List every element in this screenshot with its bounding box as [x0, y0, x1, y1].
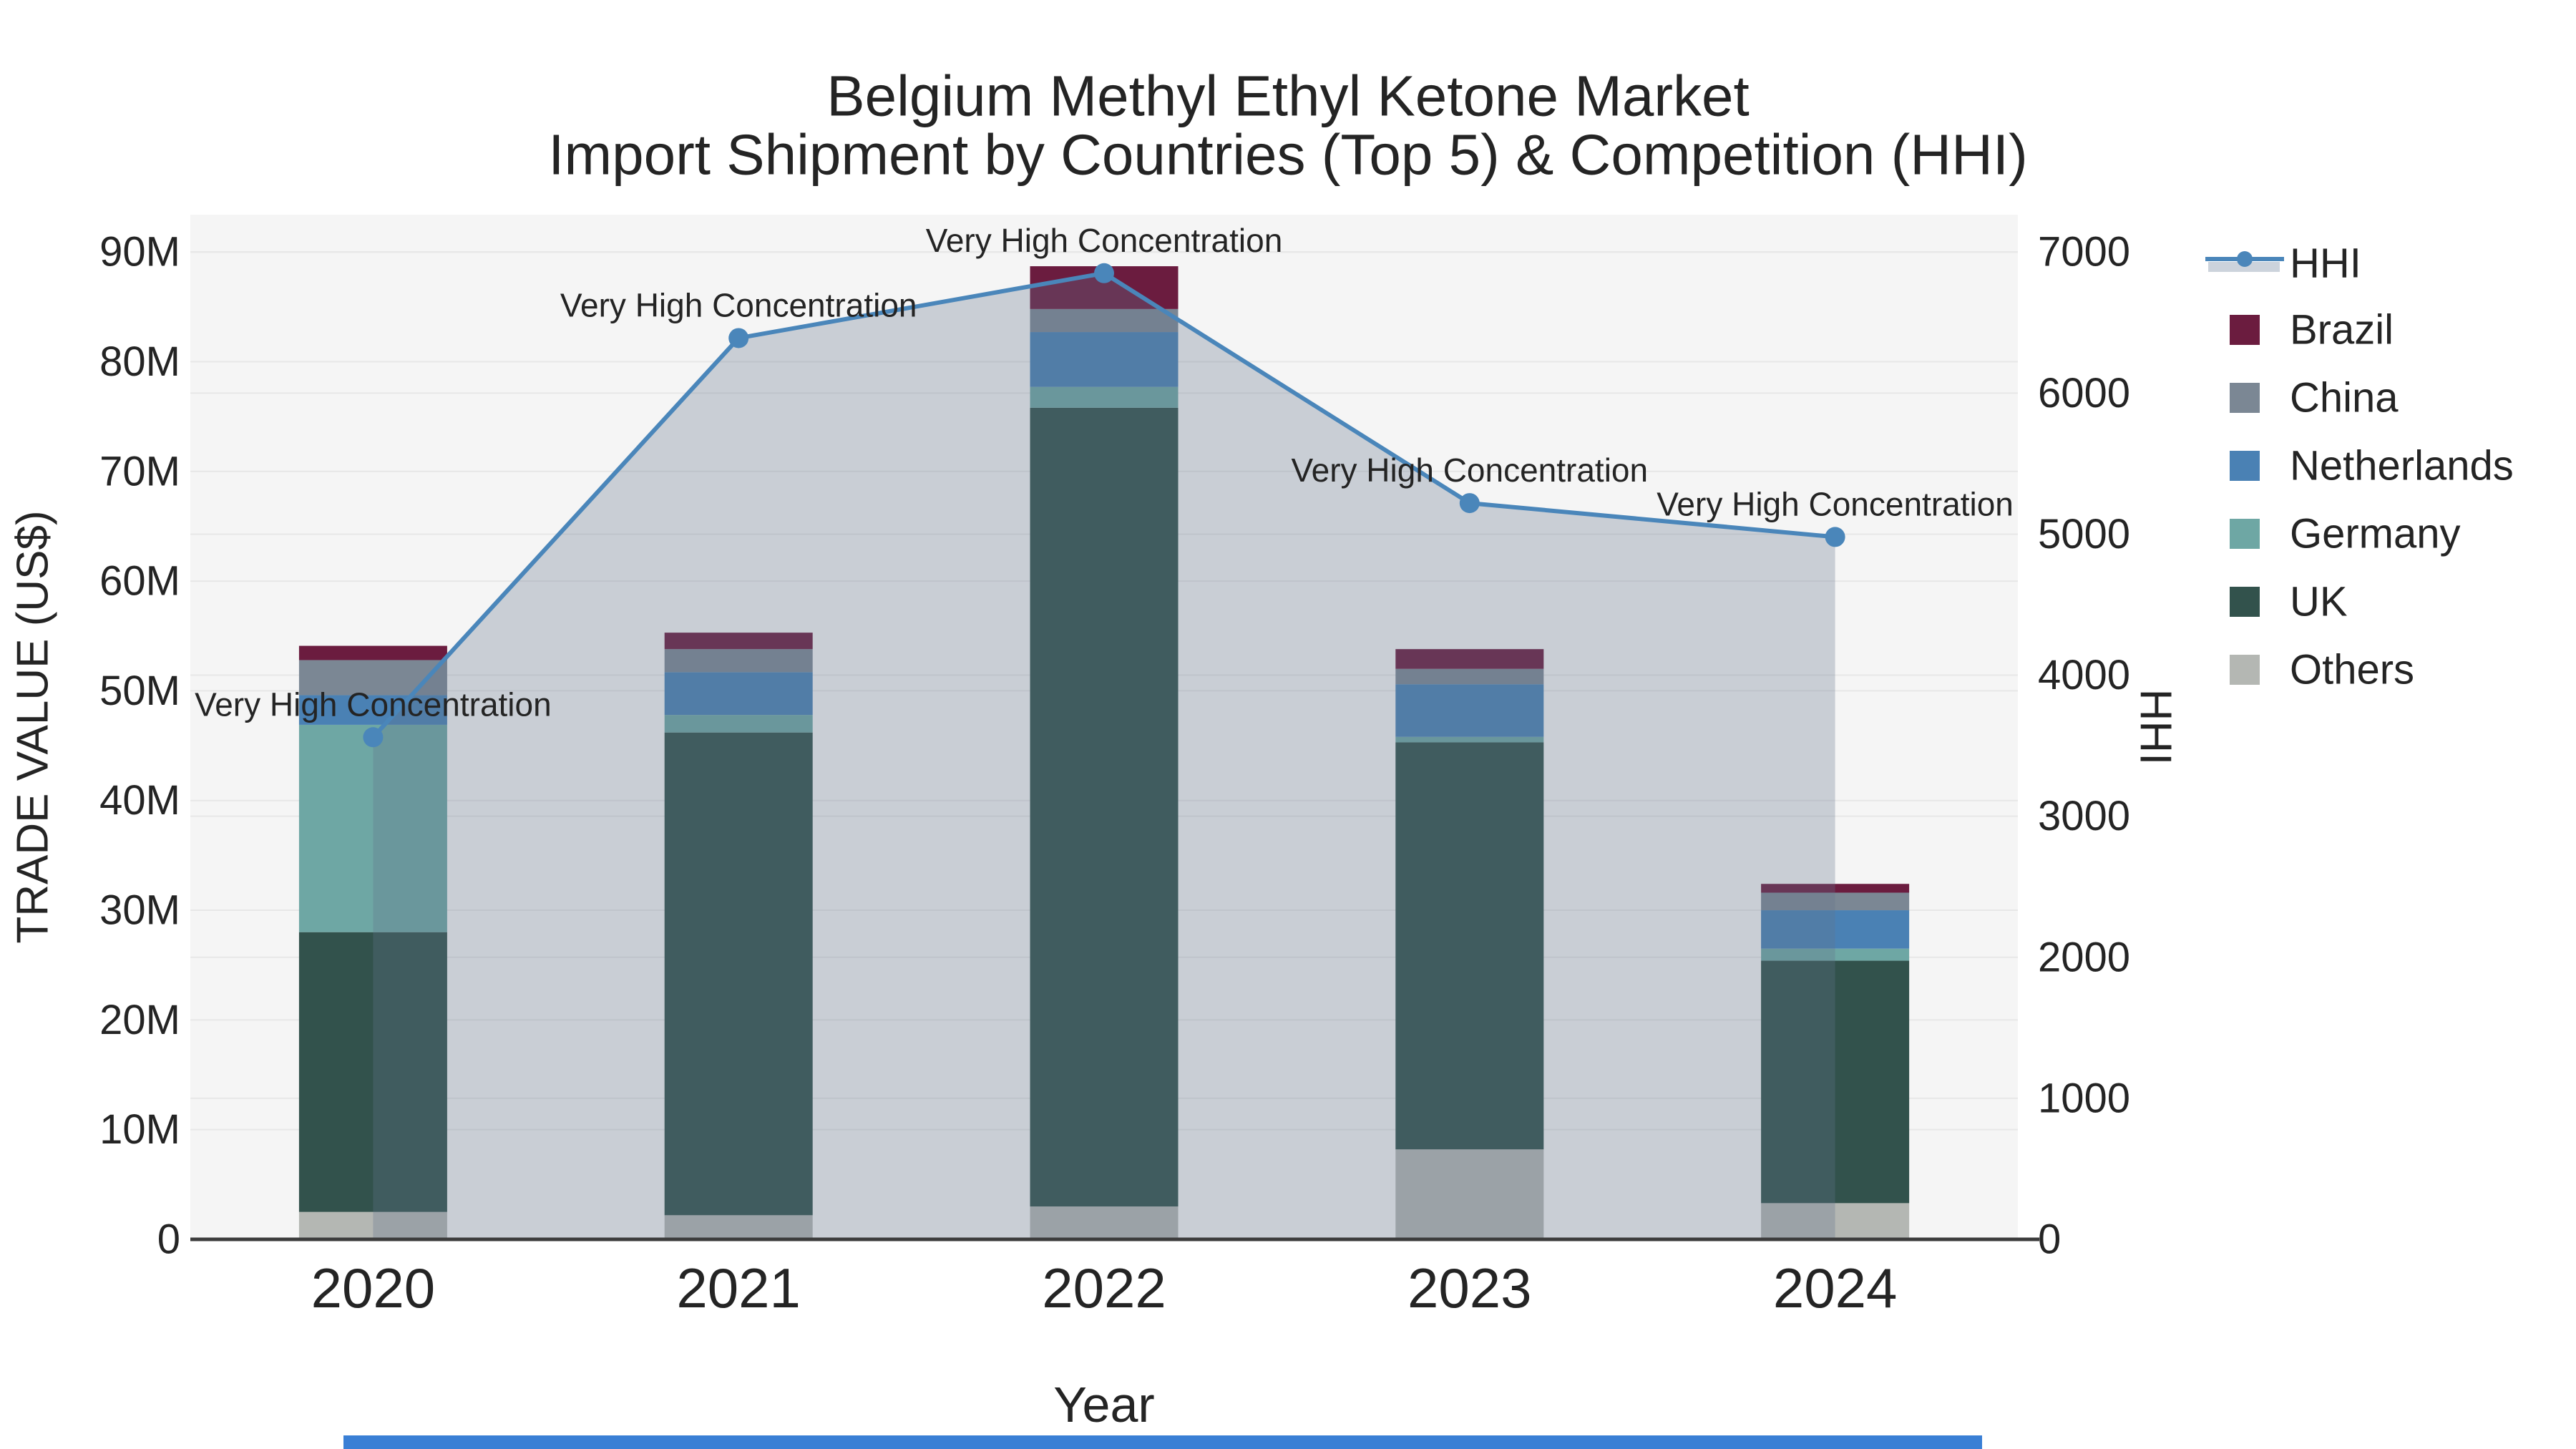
hhi-marker-2020: [363, 727, 384, 748]
bar-segment-2022-others: [1030, 1206, 1179, 1239]
legend-hhi-area-swatch: [2208, 262, 2280, 272]
y-tick-left-0: 0: [157, 1216, 180, 1263]
y-tick-right-3000: 3000: [2038, 793, 2130, 839]
bar-segment-2024-uk: [1761, 960, 1910, 1204]
y-tick-left-70M: 70M: [99, 448, 180, 494]
bar-segment-2021-brazil: [664, 633, 813, 650]
annotation-2023: Very High Concentration: [1291, 452, 1648, 489]
chart-title-line2: Import Shipment by Countries (Top 5) & C…: [548, 123, 2027, 187]
bar-segment-2024-china: [1761, 892, 1910, 911]
bar-segment-2022-germany: [1030, 386, 1179, 408]
legend-label-hhi: HHI: [2290, 240, 2361, 287]
annotation-2024: Very High Concentration: [1657, 485, 2014, 522]
y-tick-right-1000: 1000: [2038, 1075, 2130, 1121]
annotation-2022: Very High Concentration: [926, 222, 1283, 259]
hhi-area-fill: [373, 273, 1835, 1239]
y-tick-right-4000: 4000: [2038, 652, 2130, 698]
annotation-2020: Very High Concentration: [195, 686, 552, 723]
y-tick-left-30M: 30M: [99, 887, 180, 934]
x-tick-2022: 2022: [1042, 1257, 1166, 1319]
legend-item-brazil[interactable]: Brazil: [2230, 307, 2394, 353]
legend-swatch-uk: [2230, 587, 2260, 617]
bar-segment-2023-germany: [1395, 736, 1544, 743]
bar-segment-2022-netherlands: [1030, 332, 1179, 387]
x-tick-2021: 2021: [676, 1257, 801, 1319]
bar-segment-2021-china: [664, 649, 813, 673]
y-tick-left-40M: 40M: [99, 777, 180, 824]
bar-segment-2023-china: [1395, 668, 1544, 685]
hhi-marker-2021: [728, 328, 749, 348]
legend-swatch-germany: [2230, 519, 2260, 549]
legend-swatch-others: [2230, 655, 2260, 685]
legend-swatch-netherlands: [2230, 451, 2260, 481]
legend-item-uk[interactable]: UK: [2230, 579, 2348, 625]
bar-segment-2021-netherlands: [664, 672, 813, 716]
y-tick-right-0: 0: [2038, 1216, 2061, 1263]
y-tick-right-6000: 6000: [2038, 370, 2130, 416]
legend-label-germany: Germany: [2290, 511, 2461, 557]
bar-segment-2022-uk: [1030, 407, 1179, 1207]
legend-item-germany[interactable]: Germany: [2230, 511, 2461, 557]
legend-item-hhi[interactable]: HHI: [2205, 240, 2361, 287]
bar-segment-2021-others: [664, 1215, 813, 1239]
y-tick-left-10M: 10M: [99, 1106, 180, 1153]
legend-label-china: China: [2290, 375, 2399, 421]
x-tick-2020: 2020: [311, 1257, 436, 1319]
legend-label-brazil: Brazil: [2290, 307, 2394, 353]
y-tick-right-5000: 5000: [2038, 511, 2130, 557]
legend-swatch-china: [2230, 383, 2260, 413]
hhi-marker-2024: [1825, 527, 1845, 547]
legend-label-others: Others: [2290, 647, 2414, 693]
hhi-marker-2023: [1459, 493, 1480, 514]
legend-swatch-brazil: [2230, 315, 2260, 345]
chart-plot-area: 0 10M 20M 30M 40M 50M 60M 70M 80M 90M 0 1000 2000 300…: [99, 215, 2514, 1449]
y-axis-title-right: HHI: [2131, 689, 2180, 766]
bar-segment-2020-brazil: [298, 645, 447, 660]
y-tick-left-80M: 80M: [99, 338, 180, 385]
bar-segment-2020-others: [298, 1211, 447, 1239]
bar-segment-2020-netherlands: [298, 695, 447, 725]
horizontal-scrollbar-thumb[interactable]: [343, 1435, 1982, 1449]
y-tick-right-2000: 2000: [2038, 934, 2130, 980]
y-tick-right-7000: 7000: [2038, 229, 2130, 275]
bar-segment-2024-others: [1761, 1203, 1910, 1239]
legend-label-netherlands: Netherlands: [2290, 443, 2514, 489]
y-tick-left-50M: 50M: [99, 668, 180, 714]
legend: HHI Brazil China Netherlands Germany UK Others: [2205, 240, 2514, 693]
bar-segment-2024-netherlands: [1761, 910, 1910, 949]
chart-title-line1: Belgium Methyl Ethyl Ketone Market: [826, 64, 1749, 128]
bar-segment-2021-uk: [664, 732, 813, 1216]
y-tick-left-90M: 90M: [99, 229, 180, 275]
y-tick-left-20M: 20M: [99, 997, 180, 1043]
x-tick-2024: 2024: [1773, 1257, 1898, 1319]
y-tick-left-60M: 60M: [99, 558, 180, 605]
legend-item-others[interactable]: Others: [2230, 647, 2414, 693]
legend-hhi-marker-swatch: [2237, 251, 2253, 267]
y-axis-title-left: TRADE VALUE (US$): [9, 510, 58, 943]
bar-segment-2023-others: [1395, 1149, 1544, 1239]
bar-segment-2020-germany: [298, 724, 447, 932]
legend-item-china[interactable]: China: [2230, 375, 2399, 421]
bar-segment-2024-germany: [1761, 948, 1910, 961]
bar-segment-2020-uk: [298, 932, 447, 1212]
legend-label-uk: UK: [2290, 579, 2348, 625]
bar-segment-2022-china: [1030, 308, 1179, 333]
bar-segment-2020-china: [298, 660, 447, 696]
annotation-2021: Very High Concentration: [560, 286, 917, 323]
bar-segment-2024-brazil: [1761, 884, 1910, 893]
hhi-marker-2022: [1094, 263, 1114, 283]
bar-segment-2023-netherlands: [1395, 684, 1544, 737]
legend-item-netherlands[interactable]: Netherlands: [2230, 443, 2514, 489]
bar-segment-2023-uk: [1395, 742, 1544, 1150]
bar-segment-2021-germany: [664, 715, 813, 733]
x-axis-title: Year: [1053, 1377, 1154, 1433]
x-tick-2023: 2023: [1407, 1257, 1532, 1319]
bar-segment-2023-brazil: [1395, 649, 1544, 669]
